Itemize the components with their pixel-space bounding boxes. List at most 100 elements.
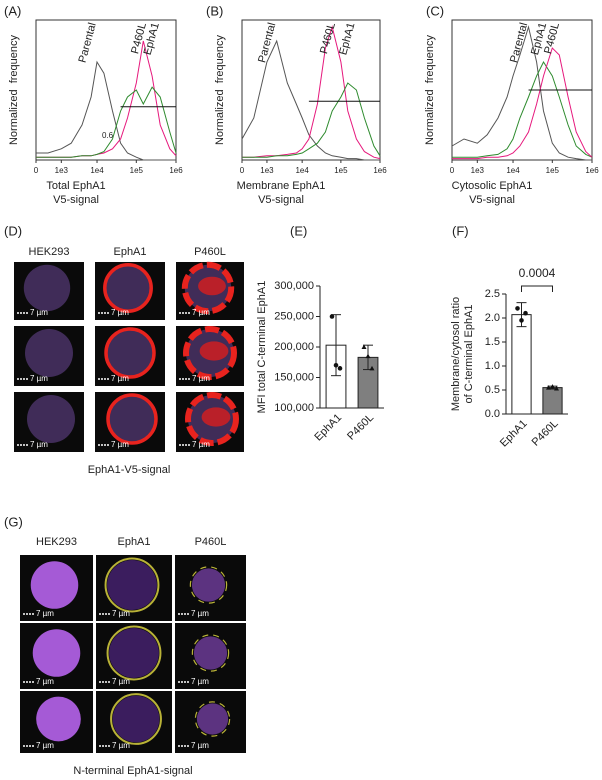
column-header: HEK293 (36, 536, 77, 548)
x-axis-label: Membrane EphA1 (237, 180, 326, 192)
series-label: Parental (508, 21, 530, 64)
scale-bar-label: 7 µm (191, 677, 209, 686)
x-tick-label: 0 (240, 166, 245, 175)
data-point (550, 384, 555, 389)
data-point (515, 306, 520, 311)
x-axis-label: V5-signal (469, 194, 515, 206)
cell-body (191, 568, 226, 602)
x-axis-label: Total EphA1 (46, 180, 105, 192)
data-point (369, 365, 375, 371)
histogram-line (242, 82, 381, 158)
y-tick-label: 150,000 (274, 371, 314, 383)
x-tick-label: 1e3 (55, 166, 69, 175)
panel-label: (B) (206, 3, 223, 18)
histogram-line (36, 86, 177, 158)
y-tick-label: 300,000 (274, 280, 314, 292)
series-label: Parental (77, 21, 99, 64)
y-tick-label: 250,000 (274, 310, 314, 322)
cell-body (196, 703, 229, 735)
scale-bar-label: 7 µm (30, 440, 48, 449)
data-point (337, 366, 343, 371)
x-tick-label: 1e5 (546, 166, 560, 175)
cell-body (25, 329, 73, 377)
x-tick-label: 1e4 (506, 166, 520, 175)
column-header: EphA1 (113, 246, 146, 258)
data-point (365, 353, 371, 359)
scale-bar-label: 7 µm (111, 308, 129, 317)
column-header: P460L (194, 246, 226, 258)
cell-body (32, 629, 81, 677)
x-tick-label: 0 (450, 166, 455, 175)
x-tick-label: EphA1 (498, 418, 530, 450)
cytosol-signal (198, 276, 226, 296)
x-tick-label: 1e5 (334, 166, 348, 175)
cytosol-signal (201, 407, 231, 427)
panel-label: (G) (4, 514, 23, 529)
membrane-signal (191, 634, 230, 672)
cell-body (27, 395, 75, 443)
histogram-line (36, 60, 176, 161)
panel-label: (F) (452, 223, 469, 238)
y-tick-label: 2.0 (485, 312, 500, 324)
data-point (361, 344, 367, 349)
y-axis-label: of C-terminal EphA1 (463, 304, 475, 403)
membrane-signal (183, 326, 237, 380)
data-point (333, 363, 339, 368)
membrane-signal (106, 393, 158, 445)
x-tick-label: 1e6 (169, 166, 183, 175)
scale-bar-label: 7 µm (111, 440, 129, 449)
y-axis-label: Normalized frequency (424, 34, 436, 145)
plot-frame (241, 19, 381, 161)
x-tick-label: 0 (34, 166, 39, 175)
scale-bar-label: 7 µm (191, 609, 209, 618)
data-point (546, 385, 551, 390)
scale-bar-label: 7 µm (192, 440, 210, 449)
y-tick-label: 1.5 (485, 336, 500, 348)
membrane-signal (110, 693, 162, 745)
data-point (523, 310, 528, 316)
cell-body (107, 560, 157, 610)
x-tick-label: EphA1 (312, 412, 344, 444)
x-tick-label: 1e4 (90, 166, 104, 175)
scale-bar-label: 7 µm (112, 741, 130, 750)
data-point (554, 386, 559, 391)
y-tick-label: 100,000 (274, 402, 314, 414)
y-tick-label: 2.5 (485, 288, 500, 300)
y-tick-label: 0.5 (485, 384, 500, 396)
y-axis-label: Normalized frequency (8, 34, 20, 145)
significance-label: 0.0004 (519, 266, 556, 280)
x-axis-label: V5-signal (53, 194, 99, 206)
x-axis-label: Cytosolic EphA1 (452, 180, 533, 192)
data-point (519, 318, 524, 323)
x-tick-label: 1e6 (373, 166, 387, 175)
bar (511, 314, 532, 415)
scale-bar-label: 7 µm (36, 741, 54, 750)
series-label: Parental (256, 21, 278, 64)
y-tick-label: 0.0 (485, 408, 500, 420)
y-axis-label: Normalized frequency (214, 34, 226, 145)
scale-bar-label: 7 µm (30, 374, 48, 383)
plot-frame (35, 19, 177, 161)
x-axis-label: V5-signal (258, 194, 304, 206)
membrane-signal (189, 566, 228, 604)
panel-label: (C) (426, 3, 444, 18)
x-tick-label: P460L (345, 412, 376, 443)
x-tick-label: 1e5 (130, 166, 144, 175)
data-point (329, 314, 335, 319)
membrane-signal (181, 261, 235, 315)
cytosol-signal (199, 341, 229, 361)
series-label: EphA1 (337, 21, 357, 56)
panel-caption: N-terminal EphA1-signal (73, 765, 192, 777)
column-header: P460L (195, 536, 227, 548)
x-tick-label: 1e3 (471, 166, 485, 175)
y-tick-label: 1.0 (485, 360, 500, 372)
x-tick-label: 1e6 (585, 166, 599, 175)
panel-label: (D) (4, 223, 22, 238)
scale-bar-label: 7 µm (192, 374, 210, 383)
membrane-signal (104, 557, 160, 613)
cell-body (109, 628, 159, 678)
scale-bar-label: 7 µm (36, 609, 54, 618)
scale-bar-label: 7 µm (191, 741, 209, 750)
membrane-signal (194, 701, 231, 737)
